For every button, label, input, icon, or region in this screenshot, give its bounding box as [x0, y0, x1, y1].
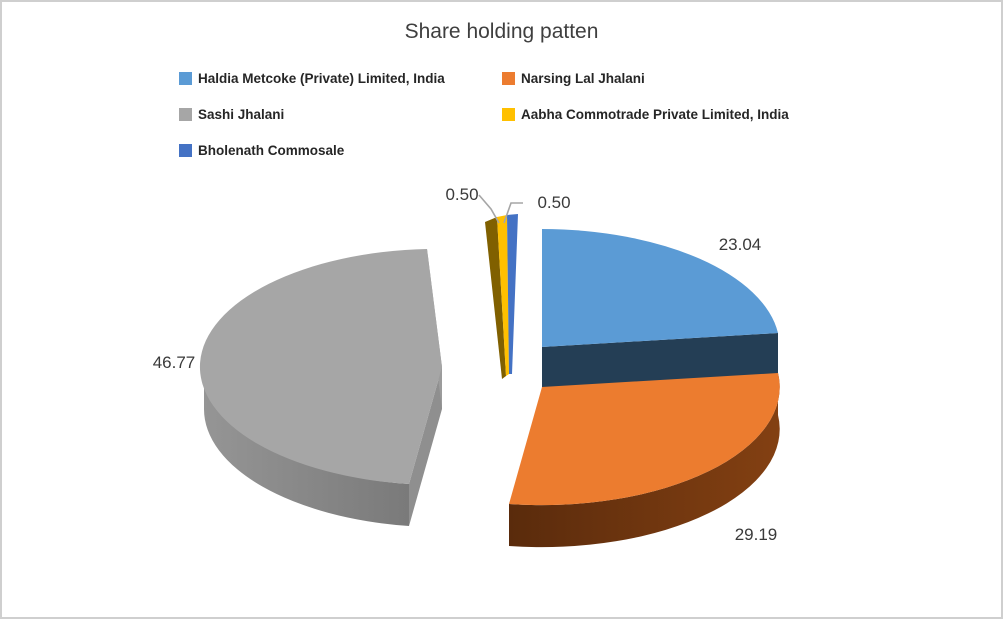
value-label-bholenath: 0.50	[537, 193, 571, 212]
slice-sashi-cut-face	[409, 367, 442, 526]
legend-swatch-haldia	[179, 72, 192, 85]
slice-aabha-side	[485, 217, 506, 379]
legend-item-bholenath[interactable]: Bholenath Commosale	[179, 143, 344, 158]
slice-haldia-top[interactable]	[542, 229, 778, 347]
legend-label: Aabha Commotrade Private Limited, India	[521, 107, 789, 122]
value-label-aabha: 0.50	[445, 185, 479, 204]
legend-item-narsing[interactable]: Narsing Lal Jhalani	[502, 71, 645, 86]
slice-narsing-rim	[509, 373, 780, 548]
slice-sashi-top[interactable]	[199, 249, 442, 484]
legend-item-sashi[interactable]: Sashi Jhalani	[179, 107, 284, 122]
legend-swatch-bholenath	[179, 144, 192, 157]
legend-swatch-aabha	[502, 108, 515, 121]
slice-narsing-top[interactable]	[509, 373, 780, 506]
leader-line-aabha	[478, 194, 500, 224]
slice-aabha-top[interactable]	[497, 215, 509, 376]
leader-line-bholenath	[503, 202, 523, 224]
value-label-haldia: 23.04	[718, 235, 762, 254]
legend-item-haldia[interactable]: Haldia Metcoke (Private) Limited, India	[179, 71, 445, 86]
legend-label: Sashi Jhalani	[198, 107, 285, 122]
value-label-sashi: 46.77	[152, 353, 196, 372]
legend-swatch-sashi	[179, 108, 192, 121]
slice-haldia-side	[542, 333, 778, 389]
legend-item-aabha[interactable]: Aabha Commotrade Private Limited, India	[502, 107, 789, 122]
legend-swatch-narsing	[502, 72, 515, 85]
legend-label: Haldia Metcoke (Private) Limited, India	[198, 71, 445, 86]
legend-label: Narsing Lal Jhalani	[521, 71, 645, 86]
value-label-narsing: 29.19	[734, 525, 778, 544]
slice-bholenath-top[interactable]	[507, 214, 518, 374]
chart-title: Share holding patten	[404, 20, 599, 43]
legend-label: Bholenath Commosale	[198, 143, 345, 158]
slice-sashi-rim	[203, 367, 409, 526]
